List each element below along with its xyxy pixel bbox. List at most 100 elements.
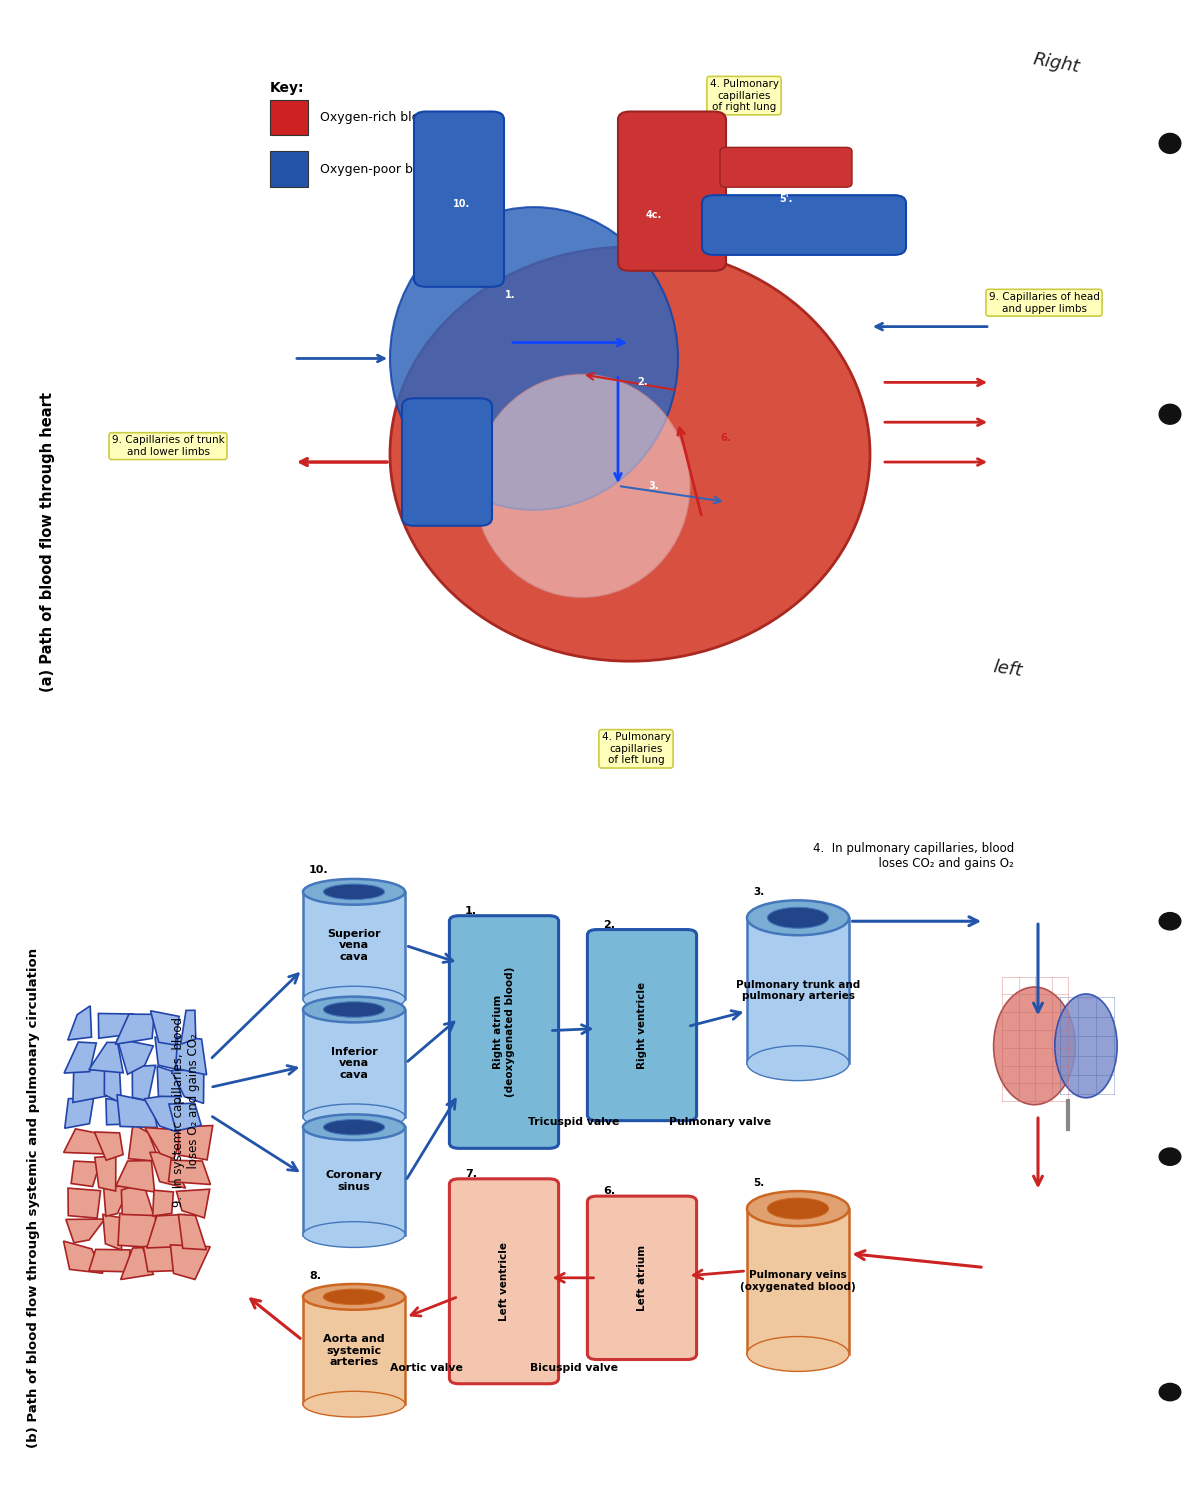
Polygon shape: [65, 1097, 94, 1129]
Text: 6.: 6.: [721, 433, 731, 444]
Polygon shape: [106, 1099, 131, 1124]
Ellipse shape: [746, 901, 850, 935]
Polygon shape: [66, 1219, 104, 1243]
Polygon shape: [176, 1190, 210, 1218]
Ellipse shape: [324, 1120, 385, 1135]
Polygon shape: [128, 1124, 160, 1161]
FancyBboxPatch shape: [414, 112, 504, 287]
Polygon shape: [116, 1160, 155, 1193]
Polygon shape: [179, 1126, 212, 1160]
Text: (a) Path of blood flow through heart: (a) Path of blood flow through heart: [41, 392, 55, 692]
Polygon shape: [146, 1215, 187, 1248]
Ellipse shape: [1159, 913, 1181, 931]
Polygon shape: [132, 1065, 156, 1100]
Text: 2.: 2.: [637, 377, 647, 387]
FancyBboxPatch shape: [449, 916, 559, 1148]
Polygon shape: [115, 1014, 154, 1044]
Polygon shape: [71, 1161, 100, 1187]
Text: Oxygen-poor blood: Oxygen-poor blood: [320, 164, 440, 176]
Text: Key:: Key:: [270, 80, 305, 95]
Text: 5.: 5.: [754, 1178, 764, 1188]
FancyBboxPatch shape: [402, 398, 492, 526]
Polygon shape: [95, 1132, 124, 1160]
Ellipse shape: [746, 1337, 850, 1371]
Ellipse shape: [324, 884, 385, 899]
Ellipse shape: [1159, 1148, 1181, 1166]
Text: Left ventricle: Left ventricle: [499, 1242, 509, 1321]
Text: 5'.: 5'.: [779, 194, 793, 204]
FancyBboxPatch shape: [748, 1209, 850, 1354]
FancyBboxPatch shape: [702, 195, 906, 255]
Polygon shape: [155, 1038, 184, 1069]
FancyBboxPatch shape: [449, 1179, 559, 1383]
Text: Pulmonary valve: Pulmonary valve: [668, 1117, 772, 1127]
Polygon shape: [68, 1188, 101, 1218]
Polygon shape: [152, 1190, 173, 1217]
Text: Right ventricle: Right ventricle: [637, 981, 647, 1069]
Polygon shape: [64, 1129, 107, 1154]
Text: 4. Pulmonary
capillaries
of right lung: 4. Pulmonary capillaries of right lung: [709, 79, 779, 112]
FancyBboxPatch shape: [748, 917, 850, 1063]
Text: Pulmonary trunk and
pulmonary arteries: Pulmonary trunk and pulmonary arteries: [736, 980, 860, 1001]
Text: 10.: 10.: [310, 865, 329, 876]
Ellipse shape: [1055, 995, 1117, 1097]
Text: 4. Pulmonary
capillaries
of left lung: 4. Pulmonary capillaries of left lung: [601, 733, 671, 765]
Polygon shape: [67, 1007, 91, 1039]
Text: 9. Capillaries of head
and upper limbs: 9. Capillaries of head and upper limbs: [989, 292, 1099, 314]
Ellipse shape: [302, 1391, 406, 1418]
Ellipse shape: [390, 247, 870, 661]
Text: 1.: 1.: [505, 290, 515, 299]
Polygon shape: [150, 1152, 186, 1188]
Polygon shape: [168, 1160, 210, 1184]
Text: Right atrium
(deoxygenated blood): Right atrium (deoxygenated blood): [493, 966, 515, 1097]
Polygon shape: [175, 1036, 206, 1075]
Text: Aorta and
systemic
arteries: Aorta and systemic arteries: [323, 1334, 385, 1367]
Polygon shape: [181, 1011, 196, 1044]
Text: 8.: 8.: [310, 1270, 322, 1281]
Text: Pulmonary veins
(oxygenated blood): Pulmonary veins (oxygenated blood): [740, 1270, 856, 1292]
Ellipse shape: [768, 907, 829, 928]
Text: 10.: 10.: [454, 200, 470, 208]
Text: 7.: 7.: [466, 1169, 478, 1179]
Ellipse shape: [768, 1199, 829, 1219]
Ellipse shape: [302, 996, 406, 1023]
Polygon shape: [179, 1215, 206, 1249]
Text: Tricuspid valve: Tricuspid valve: [528, 1117, 619, 1127]
Ellipse shape: [474, 374, 690, 597]
Ellipse shape: [324, 1289, 385, 1304]
Polygon shape: [150, 1011, 179, 1045]
Ellipse shape: [302, 1221, 406, 1248]
Text: 3.: 3.: [754, 887, 764, 896]
Text: Right: Right: [1031, 51, 1081, 77]
Polygon shape: [157, 1066, 181, 1097]
Ellipse shape: [1159, 134, 1181, 153]
FancyBboxPatch shape: [302, 1010, 406, 1117]
Text: Bicuspid valve: Bicuspid valve: [529, 1362, 618, 1373]
FancyBboxPatch shape: [302, 1297, 406, 1404]
Polygon shape: [121, 1248, 154, 1279]
Polygon shape: [170, 1245, 210, 1279]
FancyBboxPatch shape: [302, 892, 406, 999]
Polygon shape: [64, 1240, 103, 1273]
Text: 9. Capillaries of trunk
and lower limbs: 9. Capillaries of trunk and lower limbs: [112, 435, 224, 457]
Ellipse shape: [302, 986, 406, 1013]
Text: 4c.: 4c.: [646, 210, 662, 220]
Text: Superior
vena
cava: Superior vena cava: [328, 929, 380, 962]
FancyBboxPatch shape: [302, 1127, 406, 1234]
Text: Oxygen-rich blood: Oxygen-rich blood: [320, 110, 436, 124]
Ellipse shape: [302, 1284, 406, 1310]
Polygon shape: [143, 1245, 181, 1272]
Polygon shape: [103, 1215, 121, 1249]
Ellipse shape: [324, 1002, 385, 1017]
FancyBboxPatch shape: [618, 112, 726, 271]
Polygon shape: [116, 1094, 157, 1127]
Polygon shape: [73, 1065, 108, 1102]
Polygon shape: [121, 1182, 154, 1215]
Ellipse shape: [302, 879, 406, 905]
FancyBboxPatch shape: [720, 147, 852, 188]
Polygon shape: [89, 1249, 130, 1272]
FancyBboxPatch shape: [270, 100, 308, 135]
Text: 4.  In pulmonary capillaries, blood
      loses CO₂ and gains O₂: 4. In pulmonary capillaries, blood loses…: [812, 841, 1014, 870]
FancyBboxPatch shape: [588, 1196, 696, 1359]
Polygon shape: [64, 1042, 96, 1074]
